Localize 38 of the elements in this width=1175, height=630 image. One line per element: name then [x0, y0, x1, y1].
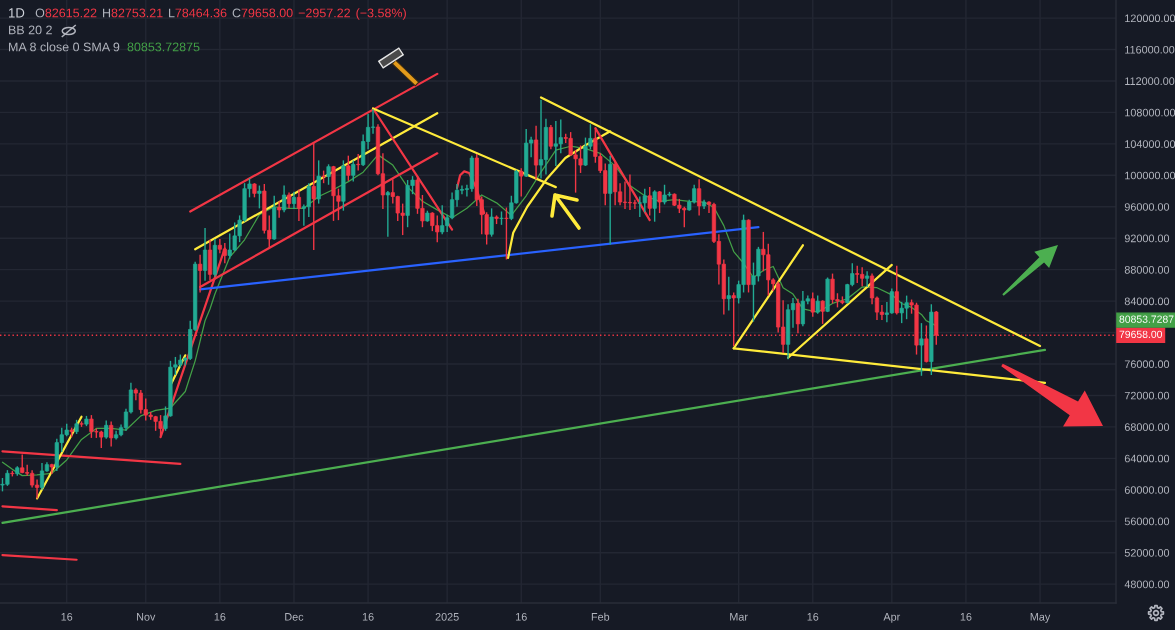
y-tick-label: 120000.00	[1125, 14, 1175, 23]
y-tick-label: 48000.00	[1124, 580, 1170, 589]
y-tick-label: 100000.00	[1125, 171, 1175, 180]
x-tick-label: Dec	[285, 613, 304, 621]
x-tick-label: 16	[516, 613, 527, 621]
x-tick-label: 2025	[435, 613, 459, 621]
y-tick-label: 68000.00	[1124, 423, 1170, 431]
y-tick-label: 84000.00	[1124, 297, 1170, 306]
y-tick-label: 52000.00	[1124, 549, 1170, 557]
x-tick-label: Feb	[591, 612, 610, 621]
x-tick-label: 16	[61, 613, 73, 621]
y-tick-label: 112000.00	[1125, 77, 1175, 86]
text: 80853.7287	[1119, 315, 1174, 323]
y-tick-label: 104000.00	[1125, 140, 1175, 148]
x-tick-label: Apr	[883, 613, 901, 623]
y-tick-label: 72000.00	[1124, 391, 1170, 400]
x-tick-label: 16	[362, 613, 374, 621]
annotation: 80853.72875	[127, 42, 200, 52]
y-tick-label: 96000.00	[1124, 203, 1170, 211]
x-tick-label: May	[1030, 613, 1051, 623]
y-tick-label: 88000.00	[1124, 266, 1170, 274]
x-tick-label: 16	[807, 613, 819, 621]
y-tick-label: 64000.00	[1124, 454, 1170, 463]
y-tick-label: 76000.00	[1124, 360, 1170, 369]
x-tick-label: Mar	[730, 613, 748, 621]
x-tick-label: 16	[960, 613, 972, 621]
x-tick-label: Nov	[137, 613, 156, 621]
y-tick-label: 116000.00	[1125, 45, 1175, 54]
text: O82615.22 H82753.21 L78464.36 C79658.00 −2957.22 (−3.58%)	[35, 8, 406, 20]
y-tick-label: 108000.00	[1125, 108, 1175, 117]
y-tick-label: 92000.00	[1124, 234, 1170, 243]
chart-title: 1D	[9, 8, 25, 18]
annotation: BB 20 2	[9, 25, 52, 35]
y-tick-label: 60000.00	[1124, 486, 1170, 494]
annotation: MA 8 close 0 SMA 9	[9, 42, 120, 52]
y-tick-label: 56000.00	[1124, 517, 1170, 526]
ref-line-label: 79658.00	[1119, 330, 1163, 339]
x-tick-label: 16	[214, 613, 226, 621]
